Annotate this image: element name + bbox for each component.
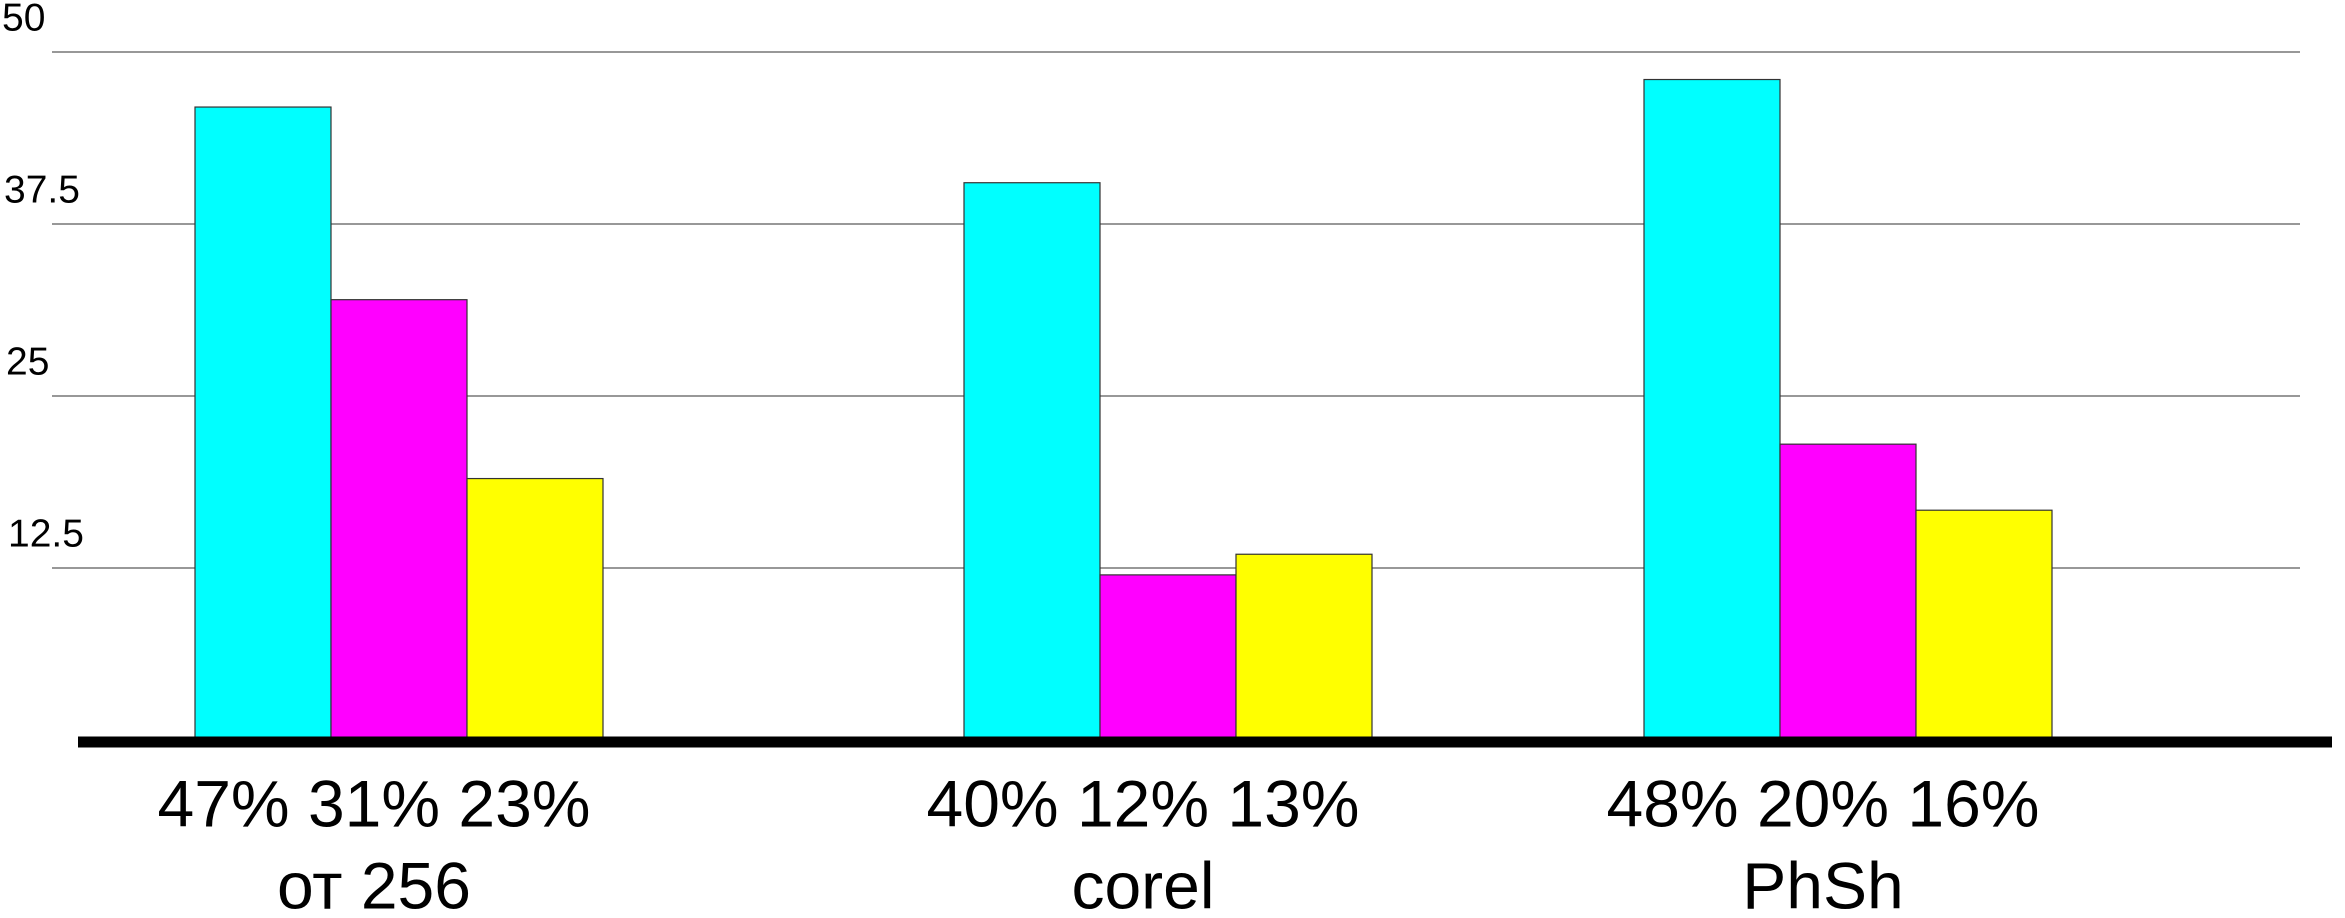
y-tick-label: 37.5 bbox=[4, 168, 80, 211]
bar bbox=[1643, 78, 1781, 741]
x-tick-label: PhSh bbox=[1742, 848, 1903, 918]
bar bbox=[963, 182, 1101, 741]
bar bbox=[1779, 443, 1917, 741]
bar bbox=[194, 106, 332, 741]
bar bbox=[1099, 574, 1237, 741]
x-tick-label: от 256 bbox=[277, 848, 471, 918]
x-tick-label: corel bbox=[1071, 848, 1214, 918]
bar bbox=[1235, 553, 1373, 741]
x-tick-label: 40% 12% 13% bbox=[927, 766, 1360, 840]
bar bbox=[466, 477, 604, 741]
y-tick-label: 50 bbox=[2, 0, 45, 39]
y-tick-label: 12.5 bbox=[8, 512, 84, 555]
bar bbox=[330, 299, 468, 741]
y-tick-label: 25 bbox=[6, 340, 49, 383]
x-tick-label: 47% 31% 23% bbox=[158, 766, 591, 840]
x-tick-label: 48% 20% 16% bbox=[1607, 766, 2040, 840]
bar bbox=[1915, 509, 2053, 741]
